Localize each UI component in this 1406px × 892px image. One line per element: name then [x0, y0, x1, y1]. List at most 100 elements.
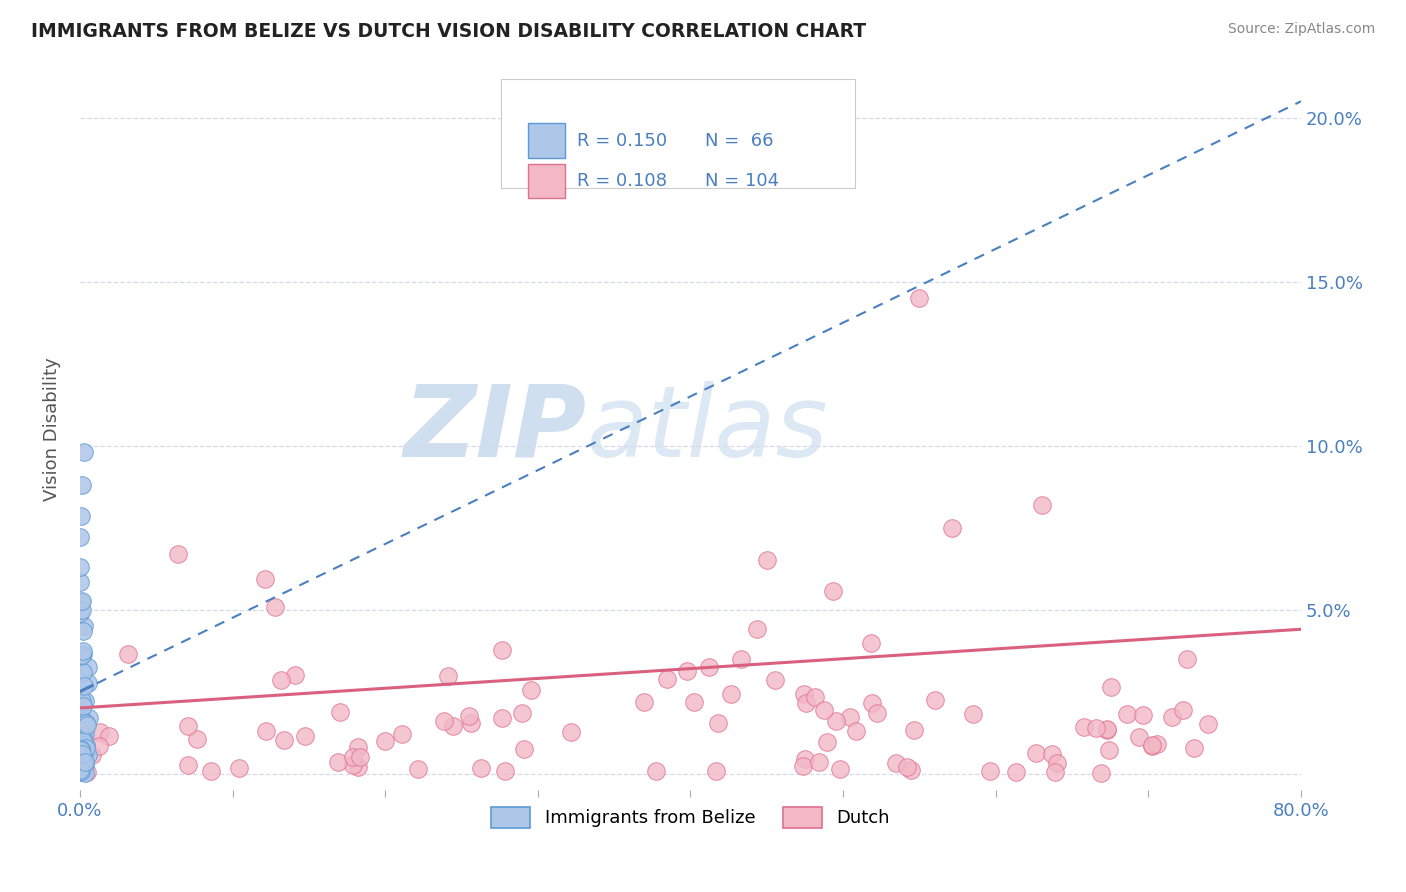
Point [1004, 764, 1026, 779]
Point [1099, 680, 1122, 694]
Point [804, 690, 827, 704]
Point [406, 762, 429, 776]
Point [76, 747, 98, 762]
Point [745, 622, 768, 636]
Point [645, 764, 668, 778]
Point [89, 725, 111, 739]
Point [70, 743, 93, 757]
Point [70, 758, 93, 772]
Point [730, 652, 752, 666]
Text: Source: ZipAtlas.com: Source: ZipAtlas.com [1227, 22, 1375, 37]
Point [1182, 740, 1205, 755]
Point [494, 764, 516, 778]
Point [73, 693, 96, 707]
Text: atlas: atlas [586, 381, 828, 478]
Point [683, 695, 706, 709]
Point [73, 445, 96, 459]
Point [76, 718, 98, 732]
Point [69, 509, 91, 524]
Point [69, 742, 91, 756]
Point [1073, 720, 1095, 734]
Point [962, 706, 984, 721]
Point [510, 706, 533, 720]
Point [70, 603, 93, 617]
Point [75, 717, 97, 731]
Point [1140, 738, 1163, 752]
Point [270, 673, 292, 687]
Point [326, 756, 349, 770]
Point [72, 764, 94, 779]
Point [520, 682, 543, 697]
Point [72, 643, 94, 657]
Point [1116, 706, 1139, 721]
Point [73, 746, 96, 760]
Point [72, 754, 94, 768]
Point [69, 737, 91, 751]
Point [69, 715, 91, 730]
Point [794, 752, 817, 766]
Point [72, 746, 94, 760]
Point [72, 714, 94, 729]
Point [900, 764, 922, 778]
Point [1095, 722, 1118, 736]
Text: IMMIGRANTS FROM BELIZE VS DUTCH VISION DISABILITY CORRELATION CHART: IMMIGRANTS FROM BELIZE VS DUTCH VISION D… [31, 22, 866, 41]
Point [69, 713, 91, 727]
Point [73, 739, 96, 754]
Point [908, 291, 931, 305]
Point [845, 724, 868, 739]
Point [70, 648, 93, 662]
Point [70, 595, 93, 609]
Point [77, 710, 100, 724]
Point [80, 747, 103, 762]
Text: R = 0.108: R = 0.108 [576, 172, 666, 190]
Text: N = 104: N = 104 [704, 172, 779, 190]
Point [70, 663, 93, 677]
Point [73, 726, 96, 740]
Point [763, 673, 786, 687]
Point [460, 715, 482, 730]
Point [862, 696, 884, 710]
Point [70, 728, 93, 742]
Text: ZIP: ZIP [404, 381, 586, 478]
Point [1025, 746, 1047, 760]
Point [75, 740, 97, 755]
Point [77, 676, 100, 690]
Point [329, 705, 352, 719]
Point [254, 723, 277, 738]
Text: R = 0.150: R = 0.150 [576, 132, 666, 150]
Point [1171, 703, 1194, 717]
Point [70, 751, 93, 765]
Point [838, 710, 860, 724]
Point [704, 764, 727, 779]
Point [75, 716, 97, 731]
Point [75, 717, 97, 731]
Point [433, 714, 456, 729]
Point [264, 600, 287, 615]
Point [441, 719, 464, 733]
Point [72, 624, 94, 639]
Point [808, 756, 831, 770]
Point [69, 764, 91, 779]
Legend: Immigrants from Belize, Dutch: Immigrants from Belize, Dutch [484, 800, 897, 835]
Point [69, 530, 91, 544]
Point [903, 723, 925, 738]
Point [347, 740, 370, 755]
Point [1161, 710, 1184, 724]
Point [72, 698, 94, 713]
Point [347, 760, 370, 774]
Point [825, 714, 848, 728]
Point [75, 739, 97, 753]
Point [1132, 708, 1154, 723]
Point [69, 763, 91, 777]
Point [1090, 765, 1112, 780]
Point [72, 618, 94, 632]
Point [813, 703, 835, 717]
Point [273, 733, 295, 747]
Point [884, 756, 907, 771]
Point [70, 694, 93, 708]
Point [1095, 723, 1118, 737]
Point [342, 749, 364, 764]
Point [1040, 747, 1063, 761]
Point [1175, 652, 1198, 666]
FancyBboxPatch shape [529, 164, 565, 198]
